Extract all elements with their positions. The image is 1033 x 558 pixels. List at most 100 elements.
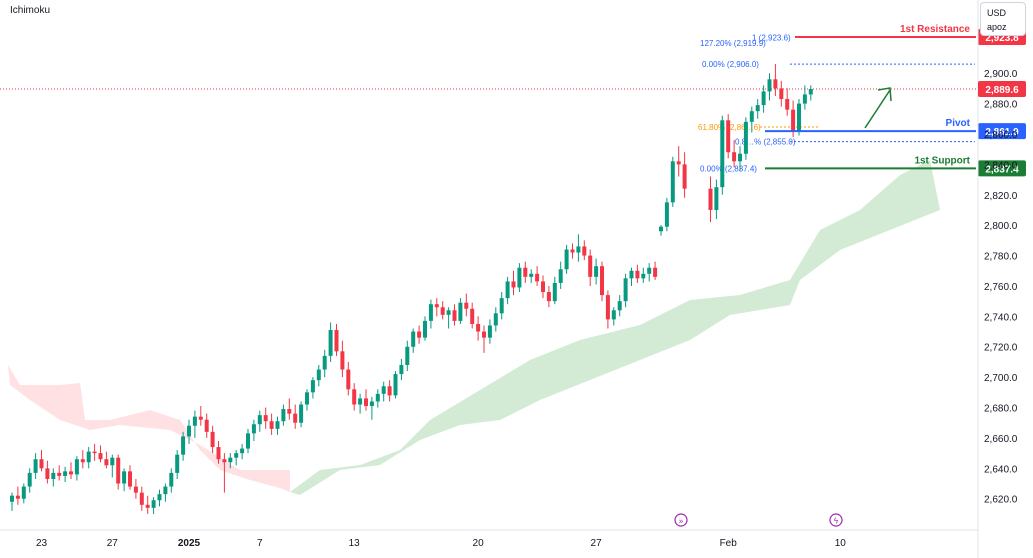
candlesticks — [10, 64, 813, 514]
time-tick-label: 2025 — [178, 538, 201, 549]
candle-body — [369, 401, 374, 407]
candle-body — [629, 270, 634, 279]
candle-body — [594, 266, 599, 277]
cloud-bearish-area — [8, 365, 290, 492]
candle-body — [198, 416, 203, 420]
candle-body — [482, 331, 486, 338]
candle-body — [210, 431, 215, 448]
fib-label: 127.20% (2,919.9) — [700, 39, 766, 48]
support-price-text: 2,837.4 — [985, 164, 1019, 175]
candle-body — [732, 152, 737, 162]
candle-body — [293, 413, 298, 423]
candle-body — [387, 386, 392, 396]
candle-body — [600, 266, 604, 296]
candle-body — [346, 369, 351, 390]
candle-body — [163, 486, 168, 495]
candle-body — [269, 421, 274, 429]
candle-body — [399, 364, 404, 375]
candle-body — [670, 161, 675, 203]
candle-body — [145, 504, 150, 508]
candle-body — [39, 459, 44, 469]
candle-body — [251, 424, 256, 434]
fib-label: 0.00% (2,837.4) — [700, 164, 757, 173]
candle-body — [322, 355, 327, 370]
arrow-head — [877, 87, 892, 102]
candle-body — [738, 153, 742, 162]
price-tick-label: 2,840.0 — [984, 160, 1018, 171]
support-label: 1st Support — [914, 155, 970, 166]
candle-body — [98, 453, 103, 460]
candle-body — [222, 459, 227, 463]
candle-body — [417, 331, 422, 338]
time-tick-label: Feb — [720, 538, 738, 549]
candle-body — [51, 472, 56, 479]
currency-selector[interactable]: USD apoz — [980, 2, 1026, 36]
candle-body — [767, 79, 772, 92]
candle-body — [110, 457, 115, 466]
price-tick-label: 2,640.0 — [984, 464, 1018, 475]
lightning-glyph-icon: ϟ — [834, 517, 839, 526]
cloud-bullish-area — [290, 160, 940, 495]
candle-body — [27, 472, 32, 487]
candle-body — [234, 453, 239, 458]
trend-arrow — [864, 87, 892, 129]
candle-body — [316, 369, 321, 381]
candle-body — [523, 267, 528, 277]
candle-body — [340, 351, 345, 370]
currency-label[interactable]: USD — [987, 8, 1007, 18]
candle-body — [10, 495, 14, 502]
candle-body — [529, 273, 534, 277]
event-forward-icon — [674, 513, 688, 527]
candle-body — [45, 468, 50, 479]
indicator-label[interactable]: Ichimoku — [10, 5, 51, 16]
candle-body — [726, 120, 731, 153]
price-tick-label: 2,700.0 — [984, 373, 1018, 384]
price-tick-label: 2,720.0 — [984, 343, 1018, 354]
candle-body — [708, 188, 713, 210]
candle-body — [187, 425, 191, 437]
candle-body — [664, 202, 669, 227]
candle-body — [310, 380, 315, 393]
price-tick-label: 2,880.0 — [984, 100, 1018, 111]
candle-body — [605, 295, 610, 320]
candle-body — [80, 459, 85, 463]
price-axis[interactable]: 2,620.0 2,640.0 2,660.0 2,680.0 2,700.0 2,720… — [977, 0, 1026, 558]
time-axis[interactable]: 23 27 2025 7 13 20 27 Feb 10 — [0, 529, 978, 549]
candle-body — [743, 121, 748, 154]
candle-body — [546, 292, 551, 302]
pivot-label: Pivot — [946, 118, 971, 129]
candle-body — [493, 313, 498, 326]
candle-body — [116, 457, 121, 484]
candle-body — [755, 105, 760, 112]
candle-body — [281, 409, 286, 422]
candle-body — [582, 246, 587, 256]
support-price-tag — [978, 160, 1026, 177]
candle-body — [749, 111, 754, 122]
candle-body — [564, 249, 569, 270]
time-tick-label: 27 — [591, 538, 603, 549]
candle-body — [139, 492, 144, 505]
candle-body — [779, 88, 784, 100]
candle-body — [86, 451, 91, 463]
candle-body — [499, 298, 504, 314]
scale-mode-label[interactable]: apoz — [987, 22, 1007, 32]
candle-body — [328, 330, 333, 356]
candle-body — [535, 273, 540, 282]
candle-body — [133, 486, 138, 493]
candle-body — [175, 454, 180, 473]
price-tick-label: 2,660.0 — [984, 434, 1018, 445]
candle-body — [802, 94, 807, 104]
price-tick-label: 2,800.0 — [984, 221, 1018, 232]
candle-body — [74, 459, 79, 475]
price-tick-label: 2,760.0 — [984, 282, 1018, 293]
candle-body — [808, 88, 813, 95]
candle-body — [676, 161, 681, 165]
fib-label: 0.8…% (2,855.0) — [735, 138, 796, 147]
time-tick-label: 27 — [107, 538, 119, 549]
candle-body — [157, 494, 162, 501]
candle-body — [446, 310, 451, 315]
candle-body — [505, 281, 510, 299]
candle-body — [617, 301, 622, 311]
candle-body — [92, 451, 97, 454]
